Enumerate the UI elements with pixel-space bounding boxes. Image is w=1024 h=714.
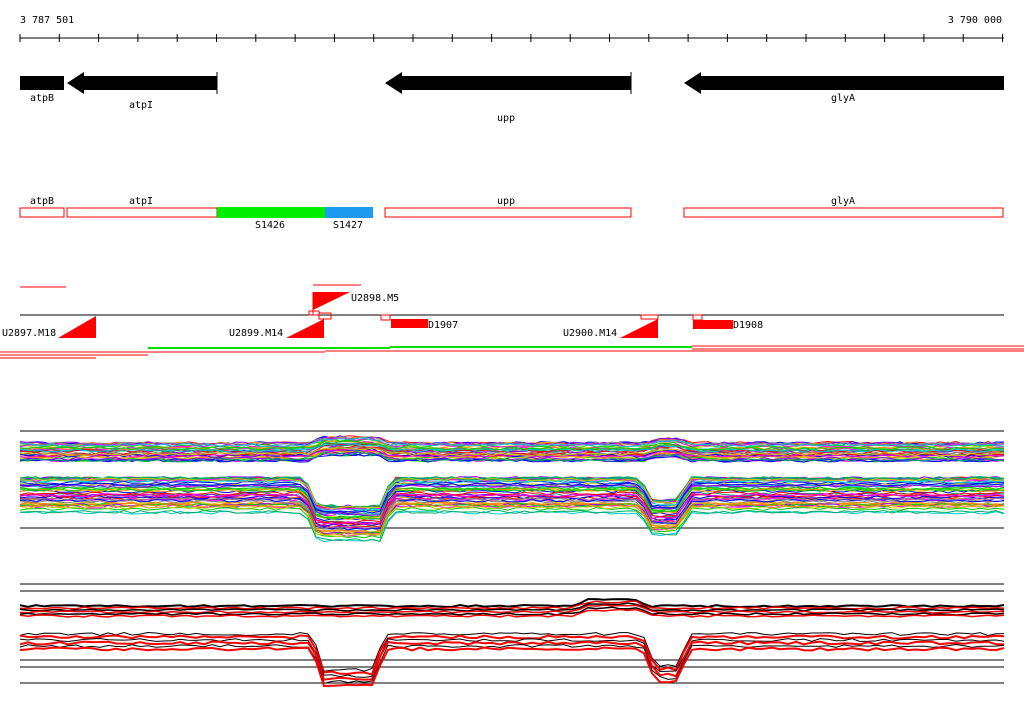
segment-atpB[interactable]: atpB xyxy=(19,196,65,218)
profile-line xyxy=(19,447,1005,458)
profile-line xyxy=(19,489,1005,522)
profile-line xyxy=(19,503,1005,536)
profile-line xyxy=(19,497,1005,530)
gene-arrow-atpI xyxy=(67,72,217,94)
ruler-start-label: 3 787 501 xyxy=(20,15,74,26)
segment-S1427[interactable]: S1427 xyxy=(325,207,373,231)
profile-line xyxy=(19,491,1005,523)
condition-line xyxy=(19,637,1005,678)
profile-line xyxy=(19,509,1005,542)
profile-line xyxy=(19,504,1005,537)
transcript-label-D1907: D1907 xyxy=(428,320,458,331)
transcript-label-U2897.M18: U2897.M18 xyxy=(2,328,56,339)
condition-line xyxy=(19,631,1005,672)
profile-line xyxy=(19,503,1005,535)
transcript-U2900.M14[interactable]: U2900.M14 xyxy=(563,314,659,339)
profile-line xyxy=(19,476,1005,509)
condition-line xyxy=(19,602,1005,612)
gene-label-atpI: atpI xyxy=(129,100,153,111)
segment-upp[interactable]: upp xyxy=(384,196,632,218)
profile-line xyxy=(19,477,1005,510)
gene-atpI[interactable]: atpI xyxy=(67,72,218,111)
profile-line xyxy=(19,479,1005,511)
transcript-U2899.M14[interactable]: U2899.M14 xyxy=(229,310,332,339)
gene-arrow-atpB xyxy=(20,76,64,90)
condition-line xyxy=(19,598,1005,609)
profile-line xyxy=(19,452,1005,463)
segment-label-atpI: atpI xyxy=(129,196,153,207)
gene-atpB[interactable]: atpB xyxy=(20,76,64,104)
segment-atpI[interactable]: atpI xyxy=(66,196,218,218)
gene-glyA[interactable]: glyA xyxy=(684,72,1004,104)
condition-lines xyxy=(19,598,1005,688)
segment-label-S1427: S1427 xyxy=(333,220,363,231)
condition-profiles xyxy=(19,583,1005,688)
transcript-U2897.M18[interactable]: U2897.M18 xyxy=(2,316,96,339)
profile-line xyxy=(19,448,1005,458)
profile-line xyxy=(19,451,1005,461)
condition-line xyxy=(19,608,1005,618)
profile-line xyxy=(19,487,1005,520)
condition-line xyxy=(19,600,1005,610)
profile-line xyxy=(19,437,1005,448)
profile-line xyxy=(19,502,1005,534)
segment-label-S1426: S1426 xyxy=(255,220,285,231)
profile-line xyxy=(19,437,1005,448)
transcript-U2898.M5[interactable]: U2898.M5 xyxy=(312,292,399,315)
ruler-end-label: 3 790 000 xyxy=(948,15,1002,26)
transcript-D1907[interactable]: D1907 xyxy=(380,314,458,331)
transcript-label-U2898.M5: U2898.M5 xyxy=(351,293,399,304)
condition-line xyxy=(19,646,1005,688)
segment-label-atpB: atpB xyxy=(30,196,54,207)
condition-line xyxy=(19,604,1004,614)
profile-line xyxy=(19,505,1005,538)
gene-label-glyA: glyA xyxy=(831,93,855,104)
gene-arrow-glyA xyxy=(684,72,1004,94)
profile-line xyxy=(19,447,1005,457)
segment-track: atpB atpI S1426 S1427 upp glyA xyxy=(19,196,1004,231)
profile-line xyxy=(19,510,1005,543)
segment-label-glyA: glyA xyxy=(831,196,855,207)
gene-upp[interactable]: upp xyxy=(385,72,632,124)
segment-label-upp: upp xyxy=(497,196,515,207)
gene-label-upp: upp xyxy=(497,113,515,124)
profile-line xyxy=(19,493,1005,525)
gene-arrow-upp xyxy=(385,72,631,94)
profile-line xyxy=(19,498,1005,531)
transcript-track: U2898.M5 U2897.M18 U2899.M14 D1907 U2900… xyxy=(0,284,1024,359)
transcript-label-U2900.M14: U2900.M14 xyxy=(563,328,617,339)
profile-line xyxy=(19,482,1005,514)
condition-line xyxy=(19,643,1005,684)
transcript-label-U2899.M14: U2899.M14 xyxy=(229,328,283,339)
condition-line xyxy=(19,606,1005,616)
transcript-label-D1908: D1908 xyxy=(733,320,763,331)
expression-profiles xyxy=(19,430,1005,543)
condition-line xyxy=(19,640,1005,681)
profile-line xyxy=(19,486,1005,519)
condition-line xyxy=(19,634,1005,676)
ruler-ticks xyxy=(19,34,1003,42)
profile-lines-upper xyxy=(19,435,1005,463)
profile-line xyxy=(19,440,1005,451)
segment-S1426[interactable]: S1426 xyxy=(217,207,325,231)
gene-track: atpB atpI upp glyA xyxy=(20,72,1004,124)
segment-glyA[interactable]: glyA xyxy=(683,196,1004,218)
gene-label-atpB: atpB xyxy=(30,93,54,104)
profile-line xyxy=(19,484,1005,516)
transcript-D1908[interactable]: D1908 xyxy=(692,314,763,331)
profile-lines-lower xyxy=(19,476,1005,543)
coordinate-ruler: 3 787 501 3 790 000 xyxy=(19,15,1004,42)
